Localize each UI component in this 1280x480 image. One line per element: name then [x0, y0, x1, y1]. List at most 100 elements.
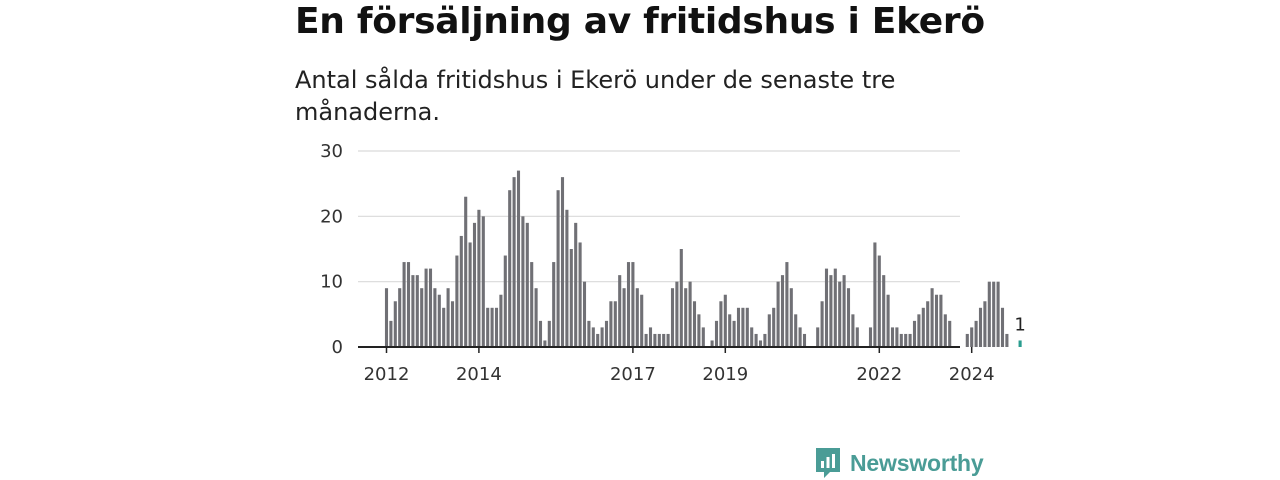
bar [600, 327, 604, 347]
x-tick-label: 2012 [364, 364, 410, 385]
bar [442, 307, 446, 347]
bar [890, 327, 895, 347]
bar [820, 301, 824, 347]
bar [917, 314, 921, 347]
bar [609, 301, 613, 347]
bar [389, 320, 393, 347]
bar [728, 314, 732, 347]
bar [785, 262, 789, 347]
bar [424, 268, 428, 347]
bar [992, 281, 996, 347]
bar [895, 327, 899, 347]
bar [666, 333, 670, 347]
bar [521, 216, 525, 347]
bar [719, 301, 723, 347]
bar [798, 327, 802, 347]
bar [983, 301, 987, 347]
newsworthy-brand: Newsworthy [814, 446, 984, 480]
bar [503, 255, 507, 347]
newsworthy-logo-icon [816, 448, 840, 478]
bar [420, 288, 424, 347]
bar [384, 288, 389, 347]
bar [794, 314, 798, 347]
bar [552, 262, 556, 347]
bar [873, 242, 877, 347]
x-axis [358, 346, 973, 353]
bar [763, 333, 767, 347]
bar [851, 314, 855, 347]
bar [411, 275, 415, 347]
bar [446, 288, 450, 347]
bar [780, 275, 785, 347]
brand-name: Newsworthy [850, 449, 984, 476]
bar [697, 314, 701, 347]
bar [710, 340, 714, 347]
bar [670, 288, 675, 347]
bar [574, 222, 578, 347]
bar [530, 262, 534, 347]
bar [618, 275, 622, 347]
x-tick-label: 2022 [856, 364, 902, 385]
bar [635, 288, 639, 347]
bar [868, 327, 873, 347]
bar [679, 249, 683, 347]
bar [613, 301, 617, 347]
bar [490, 307, 494, 347]
bar [996, 281, 1000, 347]
chart-subtitle: Antal sålda fritidshus i Ekerö under de … [295, 66, 896, 126]
bar [415, 275, 419, 347]
bar [657, 333, 661, 347]
bar [556, 190, 560, 347]
bar [714, 320, 719, 347]
bar [499, 294, 503, 347]
bar [662, 333, 666, 347]
bar [644, 333, 648, 347]
bar [472, 222, 477, 347]
bar [596, 333, 600, 347]
bar [965, 333, 969, 347]
bar [477, 209, 481, 347]
x-tick-label: 2024 [949, 364, 995, 385]
y-axis-labels: 0 10 20 30 [320, 141, 343, 358]
y-tick-label: 10 [320, 272, 343, 293]
bar [701, 327, 705, 347]
bar [512, 177, 516, 347]
bar [772, 307, 776, 347]
bar [648, 327, 653, 347]
bar [789, 288, 793, 347]
bar [468, 242, 472, 347]
bar [684, 288, 688, 347]
bar [604, 320, 609, 347]
bar [908, 333, 912, 347]
bar [543, 340, 547, 347]
bar [877, 255, 881, 347]
bar [921, 307, 925, 347]
bar [838, 281, 842, 347]
x-tick-label: 2019 [702, 364, 748, 385]
x-tick-label: 2014 [456, 364, 502, 385]
bar [987, 281, 991, 347]
bar [450, 301, 455, 347]
bar [816, 327, 820, 347]
bar [846, 288, 851, 347]
bar [402, 262, 406, 347]
bar [622, 288, 626, 347]
bar [569, 249, 573, 347]
bar [591, 327, 595, 347]
bar [824, 268, 829, 347]
bar [582, 281, 587, 347]
bar [758, 340, 763, 347]
y-tick-label: 30 [320, 141, 343, 162]
bar [486, 307, 490, 347]
bar [934, 294, 939, 347]
bar [547, 320, 551, 347]
bar [428, 268, 433, 347]
bar [433, 288, 437, 347]
x-tick-label: 2017 [610, 364, 656, 385]
bar [842, 275, 846, 347]
grid-lines [358, 150, 960, 283]
bar [741, 307, 745, 347]
bar [723, 294, 727, 347]
bar [692, 301, 697, 347]
bar [534, 288, 538, 347]
